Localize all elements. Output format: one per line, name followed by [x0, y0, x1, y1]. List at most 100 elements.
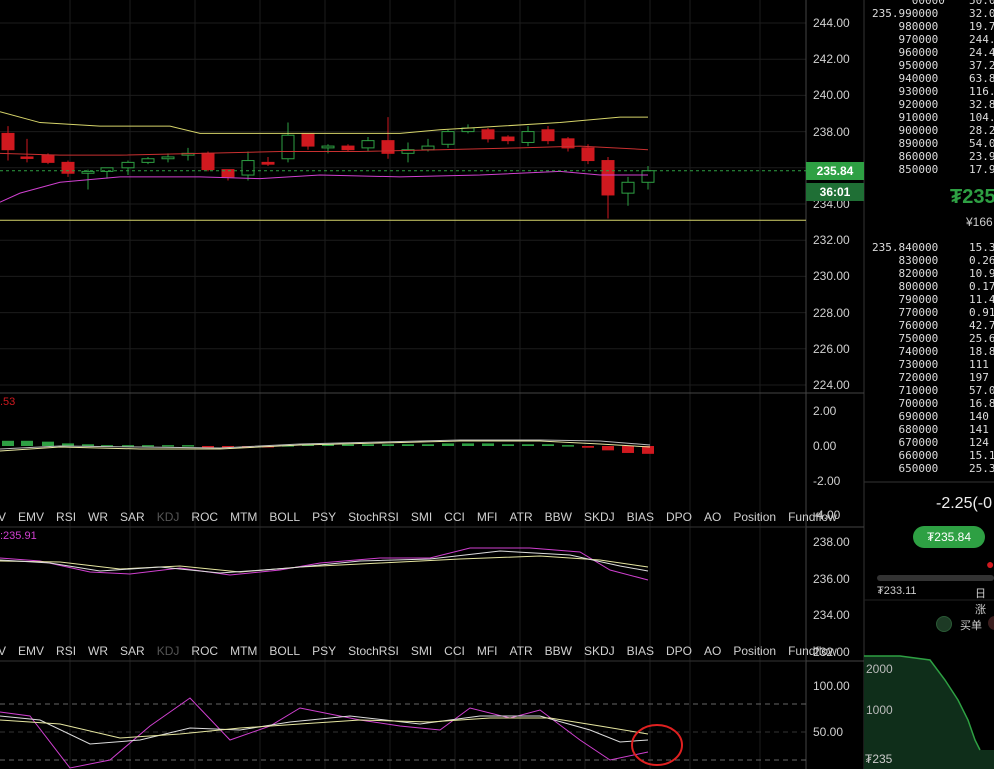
macd-bar — [622, 446, 634, 453]
indicator-tab-boll[interactable]: BOLL — [269, 644, 301, 658]
indicator-tab-bbw[interactable]: BBW — [544, 510, 572, 524]
countdown-badge: 36:01 — [806, 183, 864, 201]
indicator-tab-wr[interactable]: WR — [88, 510, 109, 524]
indicator-tab-dpo[interactable]: DPO — [666, 644, 693, 658]
indicator-tab-atr[interactable]: ATR — [509, 644, 533, 658]
indicator-tab-wr[interactable]: WR — [88, 644, 109, 658]
orderbook-row[interactable]: 730000 111 — [872, 358, 988, 371]
indicator-tab-bbw[interactable]: BBW — [544, 644, 572, 658]
orderbook-row[interactable]: 720000 197 — [872, 371, 988, 384]
macd-bar — [182, 445, 194, 447]
indicator-tab-v[interactable]: V — [0, 644, 7, 658]
indicator-tab-stochrsi[interactable]: StochRSI — [348, 510, 399, 524]
orderbook-price: 860000 — [872, 150, 939, 163]
ma-axis-label: 236.00 — [813, 571, 850, 586]
macd-bar — [382, 444, 394, 446]
indicator-tab-atr[interactable]: ATR — [509, 510, 533, 524]
indicator-tab-position[interactable]: Position — [733, 510, 777, 524]
orderbook-row[interactable]: 960000 24.4 — [872, 46, 994, 59]
indicator-tab-bias[interactable]: BIAS — [626, 644, 654, 658]
indicator-tab-kdj[interactable]: KDJ — [156, 510, 180, 524]
indicator-tab-mfi[interactable]: MFI — [476, 644, 498, 658]
indicator-tab-ao[interactable]: AO — [704, 510, 722, 524]
kdj-axis-label: 50.00 — [813, 725, 844, 739]
indicator-tab-sar[interactable]: SAR — [120, 510, 145, 524]
indicator-tab-skdj[interactable]: SKDJ — [583, 644, 615, 658]
orderbook-row[interactable]: 860000 23.9 — [872, 150, 994, 163]
orderbook-row[interactable]: 760000 42.7 — [872, 319, 994, 332]
indicator-tab-skdj[interactable]: SKDJ — [583, 510, 615, 524]
orderbook-row[interactable]: 910000 104. — [872, 111, 994, 124]
orderbook-row[interactable]: 650000 25.3 — [872, 462, 994, 475]
orderbook-row[interactable]: 920000 32.8 — [872, 98, 994, 111]
orderbook-row[interactable]: 930000 116. — [872, 85, 994, 98]
indicator-tab-smi[interactable]: SMI — [410, 510, 433, 524]
indicator-tab-rsi[interactable]: RSI — [56, 644, 77, 658]
indicator-tab-bias[interactable]: BIAS — [626, 510, 654, 524]
buy-toggle-icon[interactable] — [936, 616, 952, 632]
indicator-tab-mtm[interactable]: MTM — [230, 510, 258, 524]
indicator-tab-rsi[interactable]: RSI — [56, 510, 77, 524]
indicator-tab-cci[interactable]: CCI — [444, 510, 465, 524]
orderbook-row[interactable]: 00000 50.0 — [872, 0, 994, 7]
orderbook-row[interactable]: 940000 63.8 — [872, 72, 994, 85]
indicator-tab-emv[interactable]: EMV — [18, 644, 45, 658]
orderbook-price: 900000 — [872, 124, 939, 137]
candle-body — [321, 145, 335, 149]
candle-body — [421, 145, 435, 151]
orderbook-row[interactable]: 800000 0.17 — [872, 280, 994, 293]
indicator-tab-sar[interactable]: SAR — [120, 644, 145, 658]
orderbook-row[interactable]: 890000 54.0 — [872, 137, 994, 150]
indicator-tab-fundflow[interactable]: Fundflow — [788, 510, 837, 524]
indicator-tab-dpo[interactable]: DPO — [666, 510, 693, 524]
indicator-tab-stochrsi[interactable]: StochRSI — [348, 644, 399, 658]
orderbook-row[interactable]: 900000 28.2 — [872, 124, 994, 137]
orderbook-qty: 37.2 — [969, 59, 994, 72]
indicator-tab-emv[interactable]: EMV — [18, 510, 45, 524]
indicator-tab-smi[interactable]: SMI — [410, 644, 433, 658]
orderbook-price: 790000 — [872, 293, 939, 306]
sell-toggle-icon[interactable] — [988, 616, 994, 630]
indicator-tab-roc[interactable]: ROC — [191, 644, 219, 658]
orderbook-row[interactable]: 235.840000 15.3 — [872, 241, 994, 254]
indicator-tab-position[interactable]: Position — [733, 644, 777, 658]
orderbook-row[interactable]: 750000 25.6 — [872, 332, 994, 345]
indicator-tab-mfi[interactable]: MFI — [476, 510, 498, 524]
orderbook-row[interactable]: 790000 11.4 — [872, 293, 994, 306]
orderbook-row[interactable]: 980000 19.7 — [872, 20, 994, 33]
orderbook-row[interactable]: 690000 140 — [872, 410, 988, 423]
orderbook-price: 950000 — [872, 59, 939, 72]
indicator-tab-roc[interactable]: ROC — [191, 510, 219, 524]
macd-bar — [462, 443, 474, 446]
indicator-tab-psy[interactable]: PSY — [312, 644, 337, 658]
orderbook-row[interactable]: 950000 37.2 — [872, 59, 994, 72]
orderbook-price: 650000 — [872, 462, 939, 475]
indicator-tab-fundflow[interactable]: Fundflow — [788, 644, 837, 658]
orderbook-row[interactable]: 700000 16.8 — [872, 397, 994, 410]
macd-bar — [2, 440, 14, 446]
indicator-tab-v[interactable]: V — [0, 510, 7, 524]
orderbook-row[interactable]: 710000 57.0 — [872, 384, 994, 397]
indicator-tab-boll[interactable]: BOLL — [269, 510, 301, 524]
orderbook-row[interactable]: 740000 18.8 — [872, 345, 994, 358]
price-pill[interactable]: ₮235.84 — [913, 526, 985, 548]
orderbook-price: 800000 — [872, 280, 939, 293]
orderbook-row[interactable]: 770000 0.91 — [872, 306, 994, 319]
orderbook-row[interactable]: 660000 15.1 — [872, 449, 994, 462]
indicator-tab-cci[interactable]: CCI — [444, 644, 465, 658]
price-axis-label: 230.00 — [813, 269, 850, 284]
orderbook-row[interactable]: 830000 0.26 — [872, 254, 994, 267]
indicator-tab-kdj[interactable]: KDJ — [156, 644, 180, 658]
indicator-tab-mtm[interactable]: MTM — [230, 644, 258, 658]
orderbook-row[interactable]: 670000 124 — [872, 436, 988, 449]
range-label: 日涨 — [975, 588, 986, 616]
indicator-tab-ao[interactable]: AO — [704, 644, 722, 658]
kdj-d-line — [0, 717, 649, 739]
orderbook-row[interactable]: 820000 10.9 — [872, 267, 994, 280]
orderbook-row[interactable]: 680000 141 — [872, 423, 988, 436]
indicator-tab-psy[interactable]: PSY — [312, 510, 337, 524]
orderbook-row[interactable]: 850000 17.9 — [872, 163, 994, 176]
orderbook-row[interactable]: 970000 244. — [872, 33, 994, 46]
orderbook-row[interactable]: 235.990000 32.0 — [872, 7, 994, 20]
